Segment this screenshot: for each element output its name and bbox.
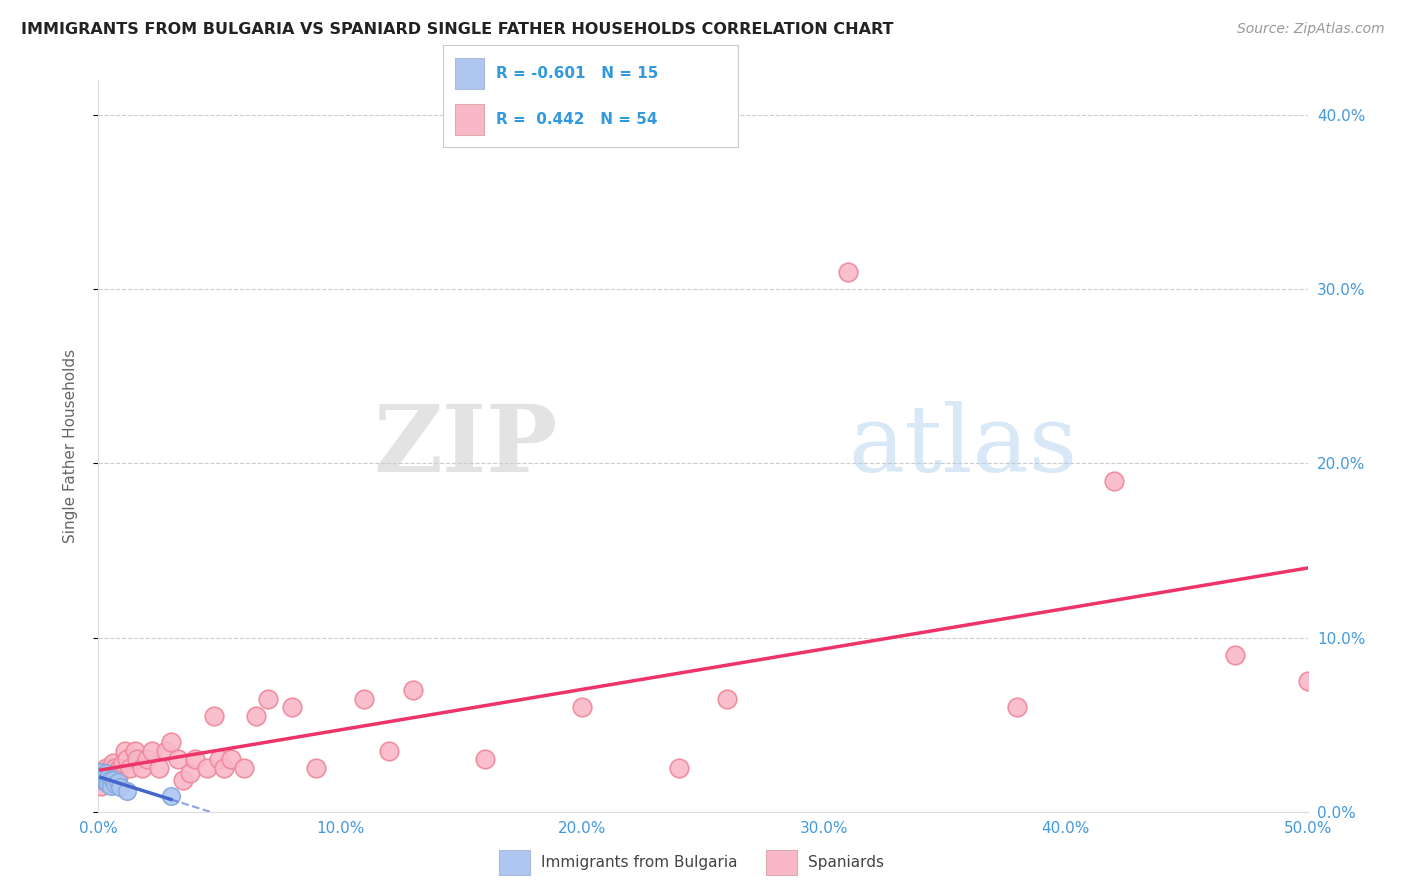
Point: [114, 744, 136, 758]
Point: [104, 761, 127, 775]
Bar: [454, 104, 484, 135]
Point: [141, 744, 163, 758]
Text: Immigrants from Bulgaria: Immigrants from Bulgaria: [541, 855, 738, 870]
Point: [101, 761, 124, 775]
Point: [100, 779, 122, 793]
Point: [135, 752, 157, 766]
Point: [837, 265, 859, 279]
Point: [668, 761, 690, 775]
Point: [108, 780, 131, 795]
Point: [353, 691, 375, 706]
Point: [100, 772, 122, 786]
Point: [94, 761, 117, 775]
Point: [91, 773, 114, 788]
Point: [94, 775, 117, 789]
Point: [90, 764, 112, 779]
Point: [107, 770, 129, 784]
Point: [1296, 674, 1319, 689]
Point: [131, 761, 153, 775]
Point: [1007, 700, 1029, 714]
Point: [127, 752, 149, 766]
Point: [111, 756, 134, 770]
Point: [571, 700, 593, 714]
Point: [155, 744, 177, 758]
Point: [204, 709, 226, 723]
Point: [94, 766, 117, 780]
Bar: [454, 58, 484, 88]
Point: [91, 768, 114, 782]
Point: [100, 761, 122, 775]
Point: [91, 772, 114, 786]
Text: R =  0.442   N = 54: R = 0.442 N = 54: [496, 112, 658, 127]
Point: [402, 682, 425, 697]
Point: [108, 761, 131, 775]
Point: [117, 752, 139, 766]
Point: [179, 766, 201, 780]
Point: [305, 761, 328, 775]
Text: ZIP: ZIP: [374, 401, 558, 491]
Text: IMMIGRANTS FROM BULGARIA VS SPANIARD SINGLE FATHER HOUSEHOLDS CORRELATION CHART: IMMIGRANTS FROM BULGARIA VS SPANIARD SIN…: [21, 22, 894, 37]
Text: R = -0.601   N = 15: R = -0.601 N = 15: [496, 66, 658, 81]
Point: [208, 752, 231, 766]
Text: Spaniards: Spaniards: [808, 855, 884, 870]
Point: [221, 752, 243, 766]
Point: [97, 777, 120, 791]
Point: [97, 766, 120, 780]
Point: [377, 744, 399, 758]
Point: [212, 761, 235, 775]
Point: [474, 752, 496, 766]
Point: [100, 770, 122, 784]
Point: [104, 777, 127, 791]
Text: atlas: atlas: [848, 401, 1077, 491]
Point: [104, 766, 127, 780]
Point: [124, 744, 146, 758]
Point: [281, 700, 304, 714]
Point: [91, 766, 114, 780]
Point: [160, 789, 183, 803]
Point: [101, 773, 124, 788]
Point: [97, 770, 120, 784]
Point: [118, 761, 141, 775]
Point: [97, 773, 120, 788]
Point: [94, 770, 117, 784]
Point: [245, 709, 267, 723]
Point: [160, 735, 183, 749]
Point: [101, 756, 124, 770]
Point: [184, 752, 207, 766]
Point: [167, 752, 190, 766]
Point: [716, 691, 738, 706]
Point: [172, 773, 194, 788]
Point: [256, 691, 278, 706]
Point: [107, 763, 129, 777]
Point: [232, 761, 254, 775]
Point: [117, 784, 139, 798]
Y-axis label: Single Father Households: Single Father Households: [63, 349, 77, 543]
Point: [148, 761, 170, 775]
Point: [90, 779, 112, 793]
Point: [1102, 474, 1125, 488]
Point: [107, 775, 129, 789]
Point: [1223, 648, 1246, 662]
Text: Source: ZipAtlas.com: Source: ZipAtlas.com: [1237, 22, 1385, 37]
Point: [195, 761, 218, 775]
